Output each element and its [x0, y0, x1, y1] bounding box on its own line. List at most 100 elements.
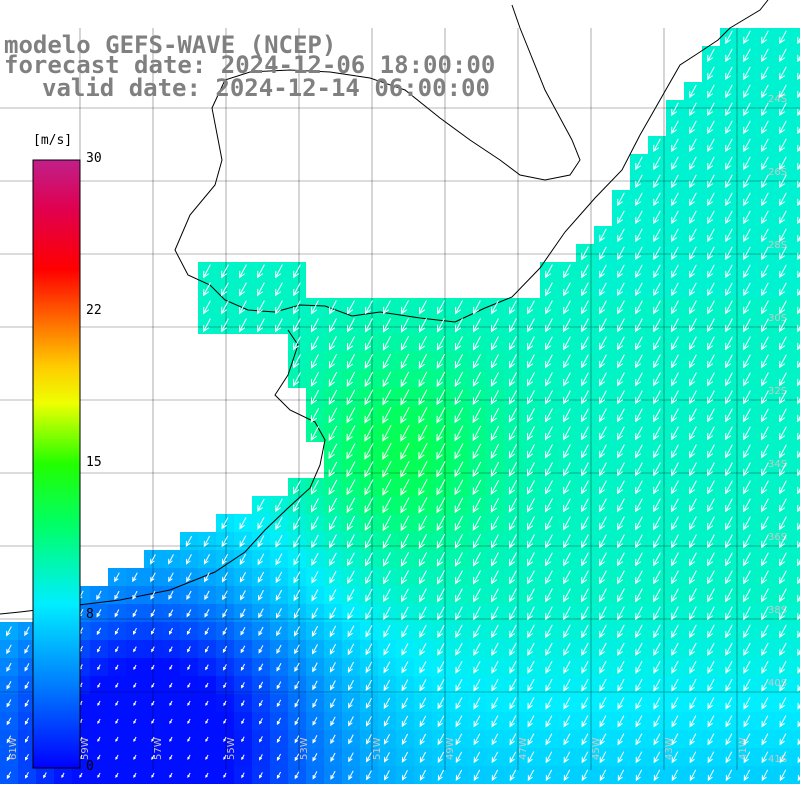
wind-arrow	[653, 426, 661, 441]
wind-arrow	[508, 372, 517, 387]
wind-arrow	[671, 228, 679, 243]
wind-arrow	[259, 736, 263, 743]
wind-arrow	[187, 682, 191, 689]
wind-arrow	[779, 552, 787, 567]
wind-arrow	[689, 769, 697, 782]
wind-arrow	[671, 715, 679, 728]
latitude-label: 24S	[768, 94, 787, 105]
wind-arrow	[689, 606, 697, 621]
wind-arrow	[346, 353, 356, 369]
wind-arrow	[653, 570, 661, 585]
wind-arrow	[294, 735, 300, 744]
wind-arrow	[400, 335, 410, 351]
wind-arrow	[599, 642, 607, 656]
wind-arrow	[779, 697, 787, 710]
wind-arrow	[526, 516, 535, 531]
wind-arrow	[635, 156, 643, 171]
wind-arrow	[490, 461, 500, 477]
wind-arrow	[400, 533, 410, 549]
wind-arrow	[436, 389, 446, 406]
wind-arrow	[725, 246, 733, 261]
wind-arrow	[563, 769, 571, 782]
wind-arrow	[400, 389, 410, 406]
wind-arrow	[761, 606, 769, 621]
wind-speed-cell	[792, 568, 800, 586]
wind-arrow	[761, 498, 769, 513]
wind-arrow	[563, 751, 571, 764]
wind-arrow	[725, 354, 733, 369]
wind-arrow	[115, 718, 119, 725]
wind-arrow	[418, 533, 428, 549]
wind-arrow	[115, 682, 119, 689]
wind-arrow	[653, 228, 661, 243]
wind-arrow	[581, 426, 589, 441]
wind-arrow	[348, 734, 354, 745]
wind-arrow	[97, 664, 101, 671]
wind-arrow	[671, 120, 679, 135]
wind-arrow	[527, 751, 535, 764]
wind-arrow	[743, 408, 751, 423]
wind-arrow	[743, 264, 751, 279]
wind-arrow	[490, 479, 500, 495]
wind-arrow	[725, 210, 733, 225]
wind-arrow	[725, 516, 733, 531]
wind-arrow	[797, 36, 800, 45]
wind-arrow	[617, 318, 625, 333]
wind-arrow	[454, 443, 464, 460]
wind-arrow	[743, 588, 751, 603]
wind-arrow	[599, 516, 607, 531]
wind-arrow	[311, 534, 319, 549]
wind-arrow	[563, 552, 571, 567]
wind-arrow	[599, 354, 607, 369]
wind-arrow	[400, 371, 410, 388]
wind-arrow	[797, 594, 800, 603]
wind-arrow	[401, 624, 409, 638]
wind-arrow	[61, 772, 65, 779]
wind-arrow	[725, 66, 733, 81]
wind-arrow	[761, 751, 769, 764]
wind-arrow	[509, 733, 517, 746]
wind-arrow	[454, 318, 463, 333]
wind-arrow	[454, 479, 464, 496]
wind-arrow	[707, 282, 715, 297]
wind-arrow	[294, 680, 300, 690]
wind-arrow	[97, 682, 101, 689]
wind-arrow	[472, 318, 481, 333]
wind-arrow	[508, 534, 517, 549]
wind-arrow	[635, 318, 643, 333]
wind-arrow	[364, 353, 374, 369]
wind-arrow	[454, 552, 463, 567]
wind-arrow	[346, 371, 356, 387]
wind-arrow	[419, 679, 427, 692]
wind-arrow	[346, 534, 355, 549]
wind-arrow	[221, 300, 229, 315]
wind-arrow	[150, 590, 156, 600]
wind-arrow	[365, 625, 373, 638]
wind-arrow	[364, 335, 374, 351]
wind-arrow	[275, 498, 283, 513]
wind-speed-cell	[792, 676, 800, 694]
wind-arrow	[725, 318, 733, 333]
wind-arrow	[797, 270, 800, 279]
wind-arrow	[743, 715, 751, 728]
wind-arrow	[797, 684, 800, 692]
wind-arrow	[169, 664, 173, 671]
wind-arrow	[707, 156, 715, 171]
wind-arrows	[6, 30, 800, 782]
wind-arrow	[689, 426, 697, 441]
wind-arrow	[797, 630, 800, 639]
wind-arrow	[779, 606, 787, 621]
wind-arrow	[779, 660, 787, 674]
wind-arrow	[240, 627, 246, 636]
wind-arrow	[689, 715, 697, 728]
wind-arrow	[115, 700, 119, 707]
wind-arrow	[761, 282, 769, 297]
wind-arrow	[382, 424, 392, 442]
wind-arrow	[223, 772, 227, 779]
wind-arrow	[581, 769, 589, 782]
wind-speed-cell	[792, 208, 800, 226]
wind-arrow	[635, 354, 643, 369]
coastline	[0, 0, 769, 615]
wind-arrow	[689, 228, 697, 243]
wind-arrow	[599, 552, 607, 567]
